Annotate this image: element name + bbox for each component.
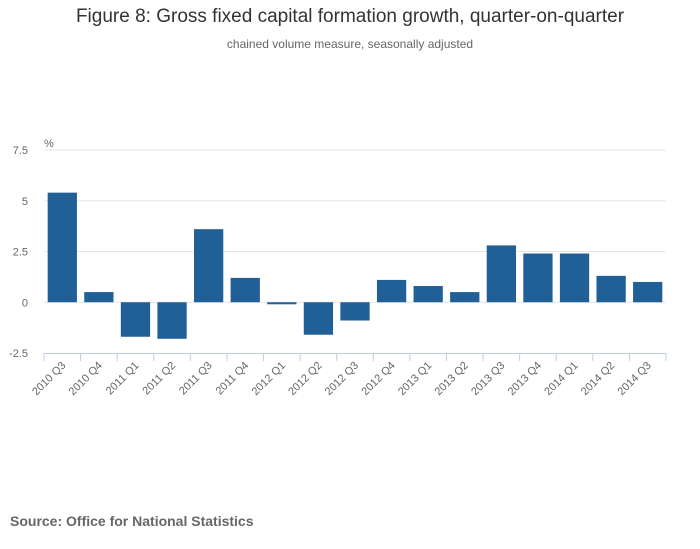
y-tick-label: -2.5: [9, 348, 28, 360]
x-tick-label: 2012 Q2: [286, 360, 324, 398]
x-tick-label: 2010 Q4: [67, 360, 105, 398]
bars: [47, 192, 663, 339]
y-tick-label: 5: [22, 196, 28, 208]
bar: [596, 275, 626, 303]
bar: [267, 302, 297, 305]
x-tick-label: 2010 Q3: [30, 360, 68, 398]
x-tick-label: 2011 Q4: [214, 360, 252, 398]
chart-subtitle: chained volume measure, seasonally adjus…: [226, 37, 474, 51]
y-tick-label: 2.5: [13, 247, 28, 259]
x-tick-label: 2013 Q4: [506, 360, 544, 398]
x-tick-label: 2014 Q3: [615, 360, 653, 398]
x-tick-label: 2014 Q2: [579, 360, 617, 398]
x-tick-label: 2013 Q2: [433, 360, 471, 398]
x-tick-label: 2013 Q3: [469, 360, 507, 398]
bar: [303, 302, 334, 335]
x-tick-label: 2012 Q1: [250, 360, 288, 398]
x-tick-label: 2012 Q3: [323, 360, 361, 398]
bar: [376, 279, 407, 303]
x-tick-label: 2014 Q1: [542, 360, 580, 398]
bar: [84, 292, 114, 303]
bar: [450, 292, 480, 303]
source-note: Source: Office for National Statistics: [10, 513, 254, 529]
x-tick-label: 2011 Q1: [104, 360, 142, 398]
x-tick-label: 2012 Q4: [359, 360, 397, 398]
bar: [47, 192, 77, 303]
bar: [523, 253, 553, 303]
bar: [194, 229, 224, 303]
bar: [157, 302, 187, 339]
x-tick-label: 2013 Q1: [396, 360, 434, 398]
bar: [340, 302, 370, 321]
bar: [559, 253, 590, 303]
chart-title: Figure 8: Gross fixed capital formation …: [75, 6, 625, 27]
bar: [413, 286, 443, 303]
bar: [633, 281, 663, 303]
y-axis: -2.5 0 2.5 5 7.5: [9, 145, 28, 360]
x-tick-label: 2011 Q2: [140, 360, 178, 398]
x-tick-label: 2011 Q3: [177, 360, 215, 398]
y-tick-label: 0: [22, 297, 28, 309]
y-axis-unit-label: %: [44, 138, 54, 150]
y-tick-label: 7.5: [13, 145, 28, 157]
bar: [486, 245, 516, 303]
bar: [120, 302, 151, 337]
bar: [230, 277, 260, 303]
